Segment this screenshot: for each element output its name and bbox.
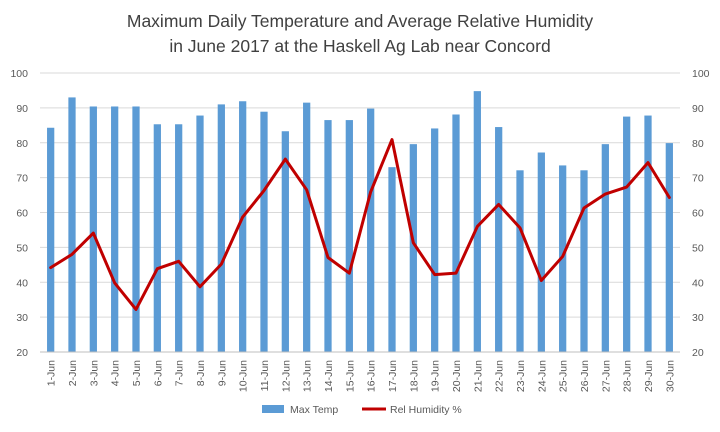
x-tick-label: 23-Jun [515,360,527,392]
y-tick-label: 40 [16,277,28,289]
max-temp-bar [409,144,417,352]
max-temp-bar [68,97,76,352]
max-temp-bar [303,102,311,352]
max-temp-bar [559,165,567,352]
x-tick-label: 25-Jun [558,360,570,392]
y2-tick-label: 90 [692,103,704,115]
legend-swatch-max-temp [262,405,284,413]
humidity-line-layer [49,138,671,311]
y2-tick-label: 50 [692,242,704,254]
max-temp-bar [345,120,353,352]
x-tick-label: 6-Jun [152,360,164,386]
max-temp-bar [196,115,204,352]
x-tick-label: 24-Jun [536,360,548,392]
left-axis: 20 30 40 50 60 70 80 90 100 [10,68,28,359]
x-tick-label: 13-Jun [302,360,314,392]
rel-humidity-line [49,138,671,311]
max-temp-bar [132,106,140,352]
right-axis: 20 30 40 50 60 70 80 90 100 [692,68,710,359]
x-tick-label: 20-Jun [451,360,463,392]
max-temp-bar [111,106,119,352]
max-temp-bar [516,170,524,352]
x-tick-label: 4-Jun [110,360,122,386]
x-tick-label: 1-Jun [46,360,58,386]
max-temp-bar [537,152,545,352]
y-tick-label: 100 [10,68,28,80]
legend: Max Temp Rel Humidity % [262,404,462,416]
chart-subtitle: in June 2017 at the Haskell Ag Lab near … [169,36,550,56]
y-tick-label: 90 [16,103,28,115]
max-temp-bar [473,91,481,352]
max-temp-bar [367,108,375,352]
y-tick-label: 50 [16,242,28,254]
x-tick-label: 26-Jun [579,360,591,392]
y-tick-label: 60 [16,208,28,220]
max-temp-bar [217,104,225,352]
legend-label-rel-humidity: Rel Humidity % [390,404,462,416]
y-tick-label: 80 [16,138,28,150]
max-temp-bar [153,124,161,352]
x-axis: 1-Jun 2-Jun 3-Jun 4-Jun 5-Jun 6-Jun 7-Jun 8-Jun… [40,351,680,392]
x-tick-label: 12-Jun [280,360,292,392]
max-temp-bar [665,143,673,352]
x-tick-label: 5-Jun [131,360,143,386]
max-temp-bar [239,101,247,352]
y2-tick-label: 30 [692,312,704,324]
y2-tick-label: 40 [692,277,704,289]
x-tick-label: 17-Jun [387,360,399,392]
max-temp-bar [47,127,55,352]
max-temp-bar [495,127,503,353]
legend-label-max-temp: Max Temp [290,404,338,416]
chart-title: Maximum Daily Temperature and Average Re… [127,11,593,31]
x-tick-label: 8-Jun [195,360,207,386]
max-temp-bar [89,106,97,352]
x-tick-label: 29-Jun [643,360,655,392]
x-tick-label: 30-Jun [664,360,676,392]
x-tick-label: 15-Jun [344,360,356,392]
y2-tick-label: 80 [692,138,704,150]
x-tick-label: 14-Jun [323,360,335,392]
x-tick-label: 9-Jun [216,360,228,386]
max-temp-bar [431,128,439,352]
x-tick-label: 16-Jun [366,360,378,392]
max-temp-bar [324,120,332,352]
max-temp-bar [388,167,396,352]
x-tick-label: 11-Jun [259,360,271,391]
max-temp-bar [623,116,631,352]
max-temp-bar [452,114,460,352]
x-tick-label: 19-Jun [430,360,442,392]
x-tick-label: 3-Jun [88,360,100,386]
y2-tick-label: 100 [692,68,710,80]
y-tick-label: 30 [16,312,28,324]
x-tick-label: 2-Jun [67,360,79,386]
x-tick-label: 10-Jun [238,360,250,392]
x-tick-label: 21-Jun [472,360,484,392]
x-tick-label: 27-Jun [600,360,612,392]
y-tick-label: 70 [16,173,28,185]
y2-tick-label: 70 [692,173,704,185]
y2-tick-label: 60 [692,208,704,220]
x-tick-label: 22-Jun [494,360,506,392]
max-temp-bar [601,144,609,352]
max-temp-bar [175,124,183,352]
x-tick-label: 7-Jun [174,360,186,386]
max-temp-bar [260,111,268,353]
max-temp-bar [644,115,652,352]
y2-tick-label: 20 [692,347,704,359]
x-tick-label: 28-Jun [622,360,634,392]
x-tick-label: 18-Jun [408,360,420,392]
gridlines [40,72,680,353]
max-temp-bars [47,91,673,353]
y-tick-label: 20 [16,347,28,359]
max-temp-bar [580,170,588,352]
max-temp-bar [281,131,289,352]
